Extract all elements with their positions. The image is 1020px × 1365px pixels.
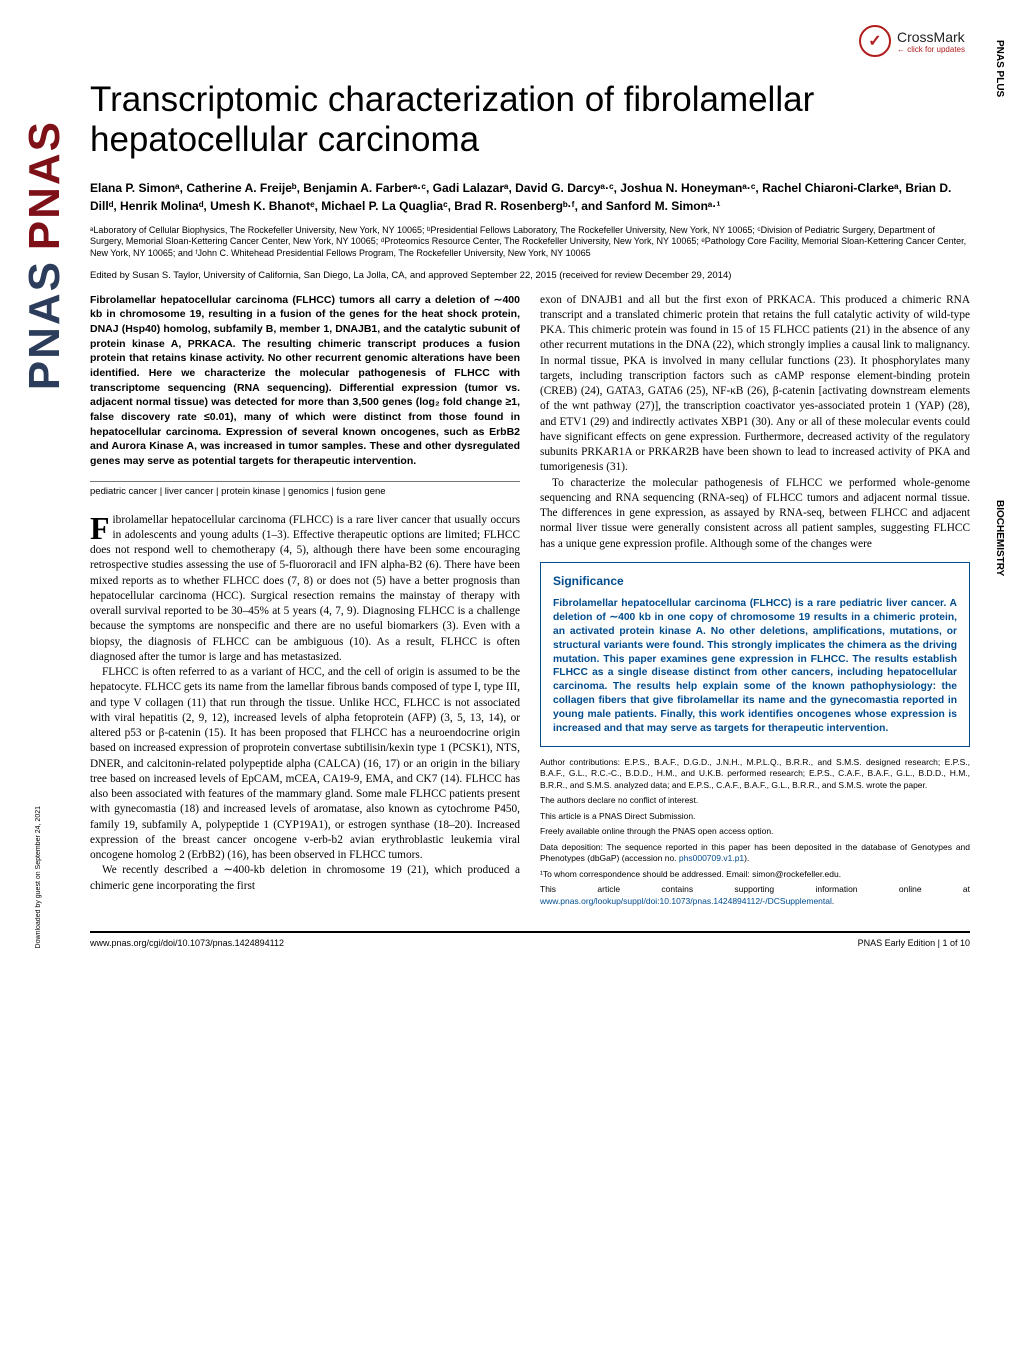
body-p1-text: ibrolamellar hepatocellular carcinoma (F… [90,514,520,663]
crossmark-icon: ✓ [859,25,891,57]
side-label-pnas-plus: PNAS PLUS [994,40,1005,97]
direct-submission: This article is a PNAS Direct Submission… [540,811,970,822]
open-access: Freely available online through the PNAS… [540,826,970,837]
doi: www.pnas.org/cgi/doi/10.1073/pnas.142489… [90,938,284,948]
crossmark-sub: ← click for updates [897,45,965,54]
pnas-logo: PNAS PNAS [10,120,80,520]
pnas-logo-text-2: PNAS [20,260,70,390]
significance-title: Significance [553,573,957,589]
crossmark-text: CrossMark ← click for updates [897,29,965,54]
article-title: Transcriptomic characterization of fibro… [90,80,970,161]
affiliations: ᵃLaboratory of Cellular Biophysics, The … [90,225,970,260]
supporting-info: This article contains supporting informa… [540,884,970,907]
pnas-logo-text-1: PNAS [20,120,70,250]
deposition-end: ). [744,853,749,863]
body-paragraph-4: exon of DNAJB1 and all but the first exo… [540,293,970,476]
crossmark-label: CrossMark [897,29,965,45]
download-note: Downloaded by guest on September 24, 202… [35,806,42,948]
edited-by: Edited by Susan S. Taylor, University of… [90,270,970,281]
page-footer: www.pnas.org/cgi/doi/10.1073/pnas.142489… [90,931,970,948]
body-paragraph-3: We recently described a ∼400-kb deletion… [90,863,520,894]
right-column: exon of DNAJB1 and all but the first exo… [540,293,970,912]
page-number: PNAS Early Edition | 1 of 10 [858,938,970,948]
data-deposition: Data deposition: The sequence reported i… [540,842,970,865]
dropcap: F [90,513,113,542]
significance-box: Significance Fibrolamellar hepatocellula… [540,562,970,747]
body-paragraph-1: Fibrolamellar hepatocellular carcinoma (… [90,513,520,666]
left-column: Fibrolamellar hepatocellular carcinoma (… [90,293,520,912]
supporting-link[interactable]: www.pnas.org/lookup/suppl/doi:10.1073/pn… [540,896,832,906]
crossmark-badge[interactable]: ✓ CrossMark ← click for updates [859,25,965,57]
conflict-statement: The authors declare no conflict of inter… [540,795,970,806]
content-columns: Fibrolamellar hepatocellular carcinoma (… [90,293,970,912]
keywords: pediatric cancer | liver cancer | protei… [90,481,520,499]
deposition-text: Data deposition: The sequence reported i… [540,842,970,863]
supporting-text: This article contains supporting informa… [540,884,970,894]
significance-body: Fibrolamellar hepatocellular carcinoma (… [553,597,957,736]
side-label-biochemistry: BIOCHEMISTRY [994,500,1005,576]
supporting-end: . [832,896,834,906]
abstract: Fibrolamellar hepatocellular carcinoma (… [90,293,520,469]
body-paragraph-5: To characterize the molecular pathogenes… [540,476,970,552]
author-contributions: Author contributions: E.P.S., B.A.F., D.… [540,757,970,791]
authors: Elana P. Simonᵃ, Catherine A. Freijeᵇ, B… [90,179,970,215]
correspondence: ¹To whom correspondence should be addres… [540,869,970,880]
body-paragraph-2: FLHCC is often referred to as a variant … [90,665,520,863]
deposition-link[interactable]: phs000709.v1.p1 [679,853,744,863]
footnotes: Author contributions: E.P.S., B.A.F., D.… [540,757,970,907]
